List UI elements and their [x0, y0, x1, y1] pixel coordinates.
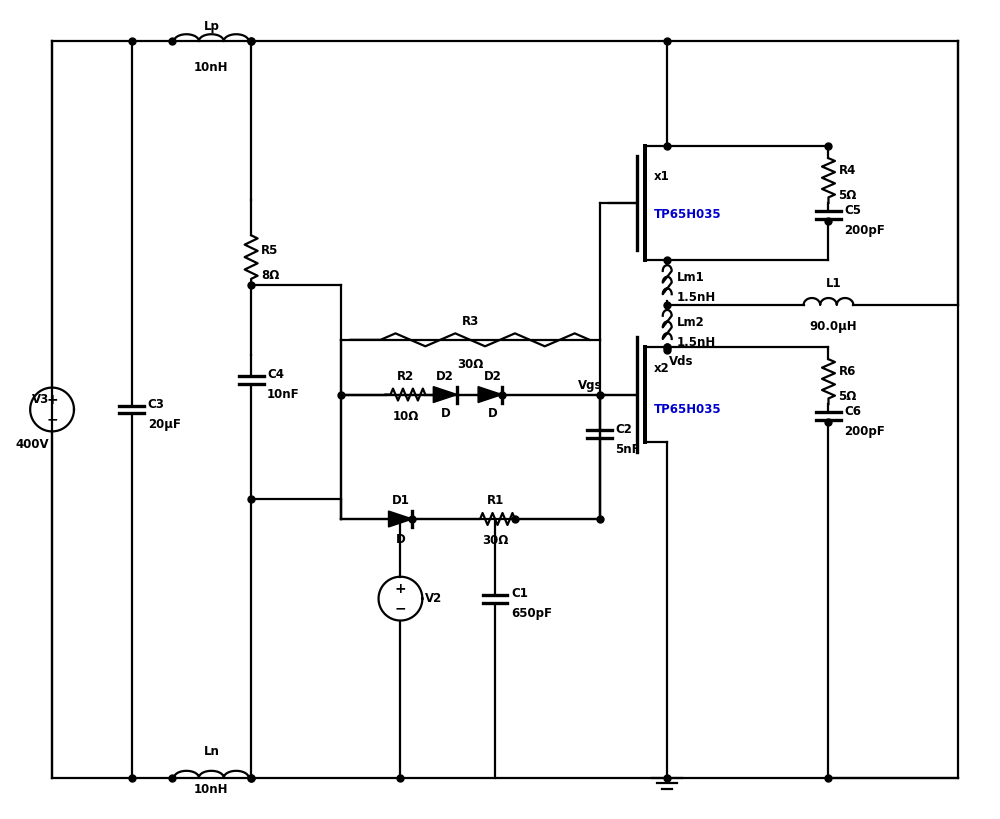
Text: 5Ω: 5Ω — [838, 189, 857, 202]
Text: L1: L1 — [826, 277, 841, 290]
Text: V3: V3 — [32, 393, 49, 406]
Text: +: + — [46, 392, 58, 407]
Text: C6: C6 — [844, 405, 861, 418]
Text: Vds: Vds — [669, 355, 694, 368]
Polygon shape — [389, 511, 412, 527]
Text: 10Ω: 10Ω — [392, 410, 419, 423]
Text: 1.5nH: 1.5nH — [677, 291, 716, 304]
Text: 200pF: 200pF — [844, 224, 885, 237]
Text: C2: C2 — [615, 423, 632, 436]
Text: 90.0μH: 90.0μH — [810, 320, 857, 333]
Text: D2: D2 — [484, 369, 502, 382]
Text: TP65H035: TP65H035 — [654, 208, 722, 221]
Text: D: D — [488, 406, 498, 419]
Text: R2: R2 — [397, 369, 414, 382]
Text: 200pF: 200pF — [844, 425, 885, 438]
Text: 5nF: 5nF — [615, 443, 640, 456]
Text: +: + — [395, 581, 406, 595]
Text: 400V: 400V — [15, 438, 49, 450]
Text: C3: C3 — [148, 398, 165, 411]
Text: R1: R1 — [486, 494, 504, 507]
Text: D1: D1 — [392, 494, 409, 507]
Text: Ln: Ln — [203, 745, 219, 758]
Text: 1.5nH: 1.5nH — [677, 336, 716, 349]
Text: 5Ω: 5Ω — [838, 390, 857, 403]
Text: 8Ω: 8Ω — [261, 269, 279, 282]
Text: C1: C1 — [511, 587, 528, 600]
Text: Vgs: Vgs — [578, 378, 603, 391]
Text: R6: R6 — [838, 365, 856, 378]
Text: −: − — [395, 601, 406, 616]
Text: 10nH: 10nH — [194, 783, 229, 796]
Text: −: − — [46, 412, 58, 427]
Text: Lm1: Lm1 — [677, 271, 705, 284]
Text: 30Ω: 30Ω — [457, 358, 483, 371]
Text: C4: C4 — [267, 369, 284, 381]
Text: Lp: Lp — [203, 20, 219, 34]
Polygon shape — [478, 387, 502, 402]
Text: 20μF: 20μF — [148, 418, 181, 431]
Text: R5: R5 — [261, 244, 278, 256]
Text: D2: D2 — [436, 369, 454, 382]
Text: Lm2: Lm2 — [677, 316, 705, 329]
Text: D: D — [396, 533, 405, 546]
Text: C5: C5 — [844, 204, 861, 217]
Text: V2: V2 — [425, 592, 443, 605]
Text: 10nH: 10nH — [194, 61, 229, 74]
Text: R3: R3 — [462, 314, 479, 328]
Text: x1: x1 — [654, 170, 670, 183]
Text: R4: R4 — [838, 164, 856, 177]
Text: TP65H035: TP65H035 — [654, 402, 722, 415]
Text: D: D — [440, 406, 450, 419]
Text: 650pF: 650pF — [511, 607, 552, 620]
Text: x2: x2 — [654, 362, 670, 374]
Text: 30Ω: 30Ω — [482, 534, 508, 547]
Text: 10nF: 10nF — [267, 388, 300, 401]
Polygon shape — [433, 387, 457, 402]
